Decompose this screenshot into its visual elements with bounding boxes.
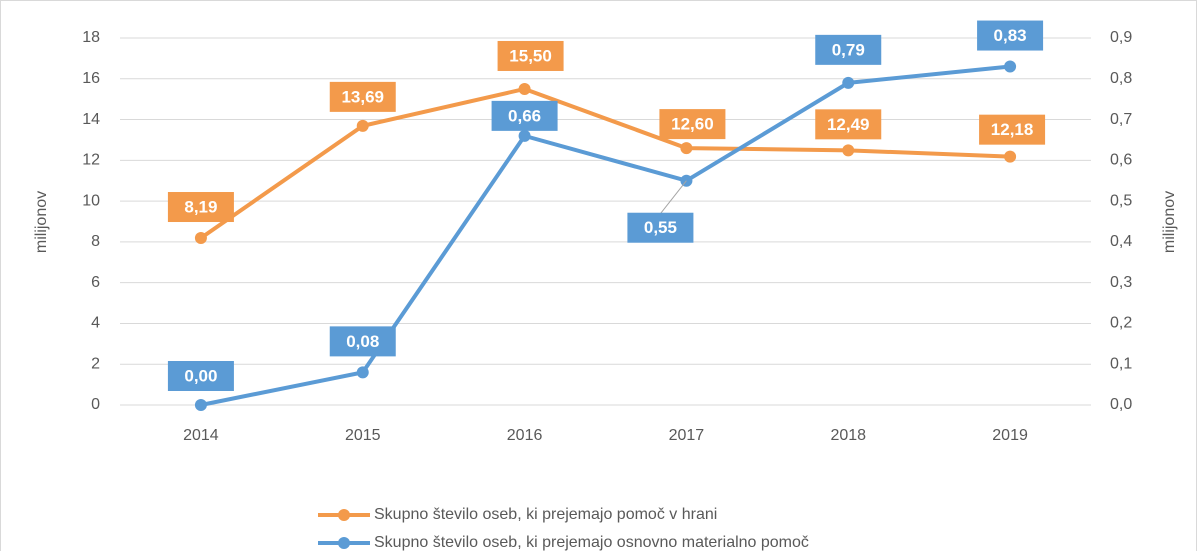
data-label-box bbox=[659, 109, 726, 140]
point bbox=[194, 232, 207, 245]
y2-axis-label: milijonov bbox=[1161, 191, 1178, 253]
data-label-box bbox=[167, 361, 234, 391]
point bbox=[518, 82, 531, 95]
y-tick-label: 14 bbox=[82, 111, 100, 128]
point bbox=[842, 144, 855, 157]
point bbox=[194, 399, 207, 411]
y2-tick-label: 0,2 bbox=[1110, 315, 1132, 332]
data-label: 15,50 bbox=[509, 46, 552, 65]
data-label: 12,49 bbox=[827, 115, 870, 134]
data-label: 0,55 bbox=[644, 218, 677, 237]
data-label: 0,08 bbox=[346, 332, 379, 351]
legend-marker bbox=[338, 537, 350, 549]
y2-tick-label: 0,3 bbox=[1110, 274, 1132, 291]
point bbox=[518, 129, 531, 142]
y2-tick-label: 0,5 bbox=[1110, 192, 1132, 209]
legend-label: Skupno število oseb, ki prejemajo pomoč … bbox=[374, 506, 717, 523]
point bbox=[680, 142, 693, 155]
y2-tick-label: 0,4 bbox=[1110, 233, 1132, 250]
data-label-box bbox=[497, 40, 564, 71]
y-axis-label: milijonov bbox=[33, 191, 50, 253]
x-tick-label: 2014 bbox=[183, 427, 219, 444]
y-tick-label: 8 bbox=[91, 233, 100, 250]
x-tick-label: 2019 bbox=[992, 427, 1028, 444]
data-label-box bbox=[977, 20, 1044, 51]
data-label: 0,83 bbox=[994, 26, 1027, 45]
data-label: 0,66 bbox=[508, 106, 541, 125]
leader-line bbox=[660, 180, 687, 215]
x-tick-label: 2017 bbox=[669, 427, 705, 444]
data-label: 0,79 bbox=[832, 40, 865, 59]
data-label-box bbox=[329, 326, 396, 357]
legend-label: Skupno število oseb, ki prejemajo osnovn… bbox=[374, 534, 809, 551]
y2-tick-label: 0,1 bbox=[1110, 355, 1132, 372]
y2-tick-label: 0,7 bbox=[1110, 111, 1132, 128]
series-line bbox=[199, 86, 1011, 240]
point bbox=[1004, 150, 1017, 163]
x-tick-label: 2016 bbox=[507, 427, 543, 444]
data-label-box bbox=[815, 109, 882, 140]
y-tick-label: 4 bbox=[91, 315, 100, 332]
y-tick-label: 18 bbox=[82, 29, 100, 46]
data-label-box bbox=[815, 34, 882, 65]
y-tick-label: 0 bbox=[91, 396, 100, 413]
y-tick-label: 10 bbox=[82, 192, 100, 209]
point bbox=[1004, 60, 1017, 73]
x-tick-label: 2018 bbox=[830, 427, 866, 444]
data-label-box bbox=[979, 114, 1046, 145]
y2-tick-label: 0,0 bbox=[1110, 396, 1132, 413]
data-label-box bbox=[627, 212, 694, 243]
series-line bbox=[200, 64, 1011, 407]
data-label-box bbox=[167, 192, 234, 223]
y-tick-label: 16 bbox=[82, 70, 100, 87]
data-label: 8,19 bbox=[184, 197, 217, 216]
point bbox=[356, 366, 369, 379]
point bbox=[842, 76, 855, 89]
y-tick-label: 6 bbox=[91, 274, 100, 291]
y2-tick-label: 0,6 bbox=[1110, 152, 1132, 169]
y2-tick-label: 0,8 bbox=[1110, 70, 1132, 87]
data-label-box bbox=[329, 81, 396, 112]
data-label: 13,69 bbox=[341, 87, 384, 106]
data-label: 12,18 bbox=[991, 120, 1034, 139]
x-tick-label: 2015 bbox=[345, 427, 381, 444]
y-tick-label: 2 bbox=[91, 355, 100, 372]
data-label-box bbox=[491, 100, 558, 131]
legend-marker bbox=[338, 509, 350, 521]
data-label: 12,60 bbox=[671, 115, 714, 134]
y-tick-label: 12 bbox=[82, 152, 100, 169]
y2-tick-label: 0,9 bbox=[1110, 29, 1132, 46]
point bbox=[356, 119, 369, 132]
data-label: 0,00 bbox=[184, 366, 217, 385]
